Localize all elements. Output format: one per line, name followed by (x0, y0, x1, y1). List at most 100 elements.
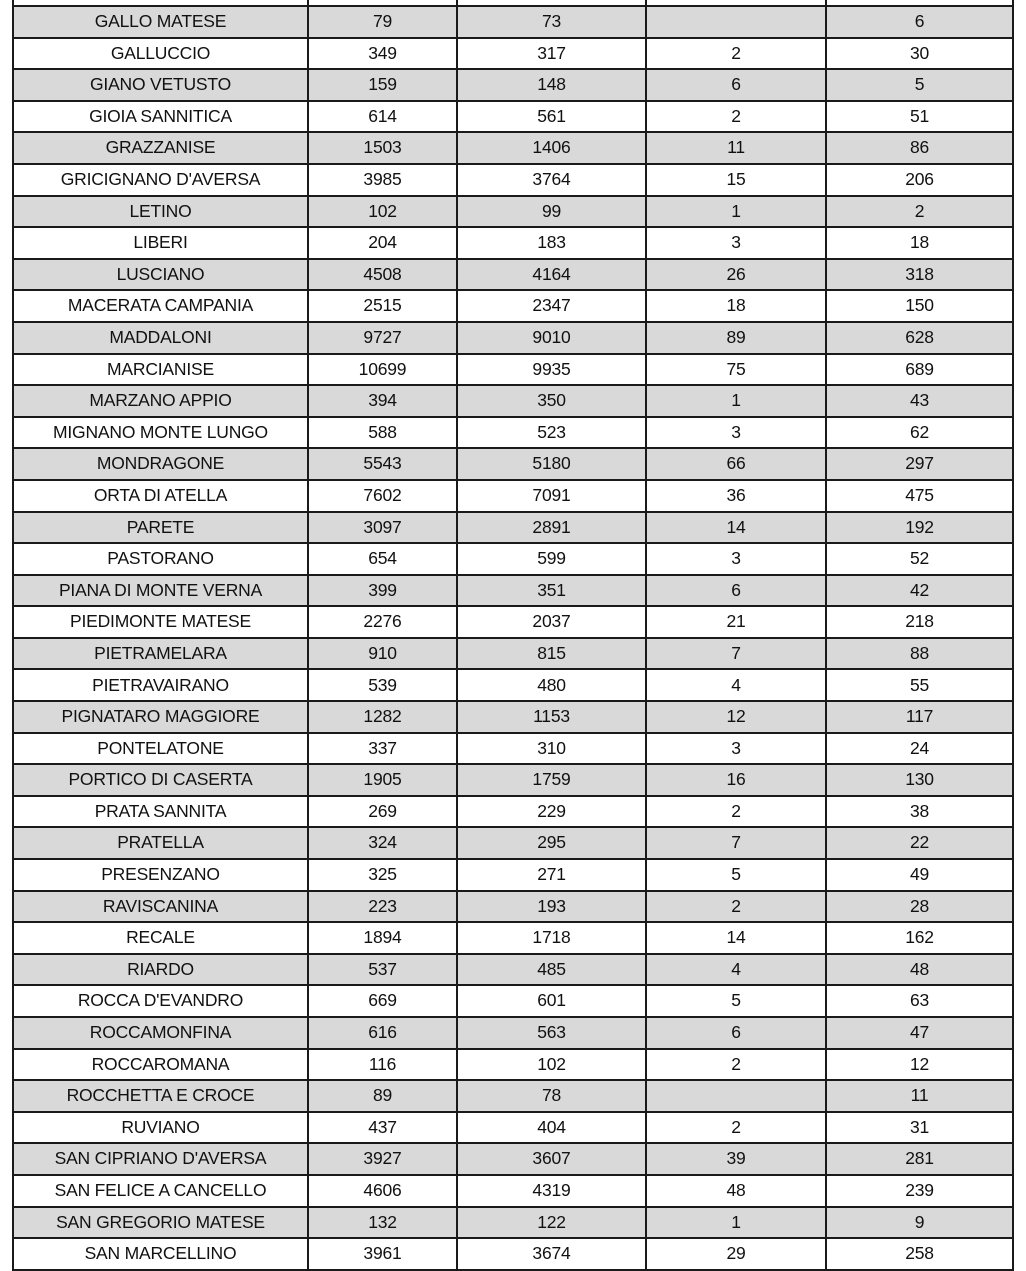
cell-value-3: 7 (645, 826, 827, 861)
cell-value-4: 9 (825, 1205, 1014, 1240)
cell-value-2: 1406 (456, 131, 647, 165)
cell-value-4: 12 (825, 1047, 1014, 1082)
cell-value-3: 7 (645, 636, 827, 671)
cell-value-1: 2276 (307, 605, 458, 639)
cell-value-3: 36 (645, 478, 827, 513)
cell-value-2: 317 (456, 36, 647, 71)
cell-value-1: 3097 (307, 510, 458, 545)
cell-value-4: 297 (825, 447, 1014, 481)
cell-municipality-name: PIETRAMELARA (12, 636, 309, 671)
cell-value-2: 485 (456, 952, 647, 987)
cell-value-3: 4 (645, 952, 827, 987)
cell-value-1: 614 (307, 99, 458, 134)
cell-value-1: 116 (307, 1047, 458, 1082)
cell-value-1: 9727 (307, 320, 458, 355)
cell-value-4: 6 (825, 5, 1014, 39)
cell-value-1: 89 (307, 1079, 458, 1113)
table-row: ROCCA D'EVANDRO 669 601 5 63 (12, 984, 1014, 1018)
cell-value-1: 394 (307, 384, 458, 418)
cell-municipality-name: LUSCIANO (12, 257, 309, 292)
table-row: MIGNANO MONTE LUNGO 588 523 3 62 (12, 415, 1014, 450)
cell-municipality-name: PIEDIMONTE MATESE (12, 605, 309, 639)
cell-municipality-name: PIETRAVAIRANO (12, 668, 309, 703)
table-row: LETINO 102 99 1 2 (12, 194, 1014, 229)
cell-value-2: 4164 (456, 257, 647, 292)
cell-value-4: 88 (825, 636, 1014, 671)
cell-value-2: 295 (456, 826, 647, 861)
municipality-statistics-table: GALLO MATESE 79 73 6 GALLUCCIO 349 317 2 30 GIANO… (12, 0, 1014, 1271)
cell-value-3: 89 (645, 320, 827, 355)
cell-value-4: 689 (825, 352, 1014, 387)
table-row: PIETRAMELARA 910 815 7 88 (12, 636, 1014, 671)
table-row: LIBERI 204 183 3 18 (12, 226, 1014, 260)
cell-value-3: 5 (645, 858, 827, 892)
table-row: PIEDIMONTE MATESE 2276 2037 21 218 (12, 605, 1014, 639)
cell-municipality-name: SAN MARCELLINO (12, 1237, 309, 1271)
cell-value-2: 480 (456, 668, 647, 703)
cell-value-3: 3 (645, 542, 827, 576)
cell-value-2: 122 (456, 1205, 647, 1240)
cell-value-1: 204 (307, 226, 458, 260)
table-row: RUVIANO 437 404 2 31 (12, 1110, 1014, 1145)
table-row: PRESENZANO 325 271 5 49 (12, 858, 1014, 892)
cell-value-2: 599 (456, 542, 647, 576)
cell-value-2: 9010 (456, 320, 647, 355)
cell-value-3 (645, 5, 827, 39)
cell-municipality-name: PRATA SANNITA (12, 794, 309, 829)
table-row: PRATA SANNITA 269 229 2 38 (12, 794, 1014, 829)
cell-value-2: 2037 (456, 605, 647, 639)
table-row: GALLO MATESE 79 73 6 (12, 5, 1014, 39)
cell-value-1: 159 (307, 68, 458, 102)
cell-value-2: 601 (456, 984, 647, 1018)
table-cell (825, 0, 1014, 7)
cell-municipality-name: PARETE (12, 510, 309, 545)
cell-value-2: 99 (456, 194, 647, 229)
cell-municipality-name: GALLO MATESE (12, 5, 309, 39)
cell-value-4: 24 (825, 731, 1014, 766)
cell-value-4: 2 (825, 194, 1014, 229)
cell-value-4: 281 (825, 1142, 1014, 1176)
cell-value-2: 3674 (456, 1237, 647, 1271)
cell-value-4: 47 (825, 1016, 1014, 1050)
cell-value-2: 2347 (456, 289, 647, 323)
cell-municipality-name: MARCIANISE (12, 352, 309, 387)
cell-municipality-name: PASTORANO (12, 542, 309, 576)
cell-municipality-name: ROCCHETTA E CROCE (12, 1079, 309, 1113)
table-row: MADDALONI 9727 9010 89 628 (12, 320, 1014, 355)
cell-value-1: 324 (307, 826, 458, 861)
table-row: MARZANO APPIO 394 350 1 43 (12, 384, 1014, 418)
cell-municipality-name: GALLUCCIO (12, 36, 309, 71)
cell-value-2: 2891 (456, 510, 647, 545)
cell-municipality-name: PRESENZANO (12, 858, 309, 892)
cell-value-2: 73 (456, 5, 647, 39)
cell-value-4: 475 (825, 478, 1014, 513)
cell-municipality-name: ROCCA D'EVANDRO (12, 984, 309, 1018)
cell-value-2: 310 (456, 731, 647, 766)
cell-municipality-name: MARZANO APPIO (12, 384, 309, 418)
cell-value-4: 318 (825, 257, 1014, 292)
cell-value-4: 30 (825, 36, 1014, 71)
cell-municipality-name: RAVISCANINA (12, 889, 309, 924)
cell-value-4: 11 (825, 1079, 1014, 1113)
cell-value-4: 49 (825, 858, 1014, 892)
cell-value-4: 86 (825, 131, 1014, 165)
table-row: GRICIGNANO D'AVERSA 3985 3764 15 206 (12, 162, 1014, 197)
table-body: GALLO MATESE 79 73 6 GALLUCCIO 349 317 2 30 GIANO… (12, 0, 1014, 1271)
cell-value-3: 66 (645, 447, 827, 481)
cell-municipality-name: PIGNATARO MAGGIORE (12, 700, 309, 734)
cell-value-1: 3961 (307, 1237, 458, 1271)
cell-value-3: 2 (645, 1047, 827, 1082)
cell-value-2: 1759 (456, 763, 647, 797)
cell-value-4: 62 (825, 415, 1014, 450)
cell-value-2: 351 (456, 573, 647, 608)
table-cell (12, 0, 309, 7)
table-row: SAN CIPRIANO D'AVERSA 3927 3607 39 281 (12, 1142, 1014, 1176)
cell-municipality-name: MACERATA CAMPANIA (12, 289, 309, 323)
cell-value-4: 206 (825, 162, 1014, 197)
cell-value-3: 2 (645, 99, 827, 134)
cell-value-3: 48 (645, 1173, 827, 1208)
cell-municipality-name: MADDALONI (12, 320, 309, 355)
table-row: GIANO VETUSTO 159 148 6 5 (12, 68, 1014, 102)
cell-value-4: 218 (825, 605, 1014, 639)
cell-value-2: 4319 (456, 1173, 647, 1208)
